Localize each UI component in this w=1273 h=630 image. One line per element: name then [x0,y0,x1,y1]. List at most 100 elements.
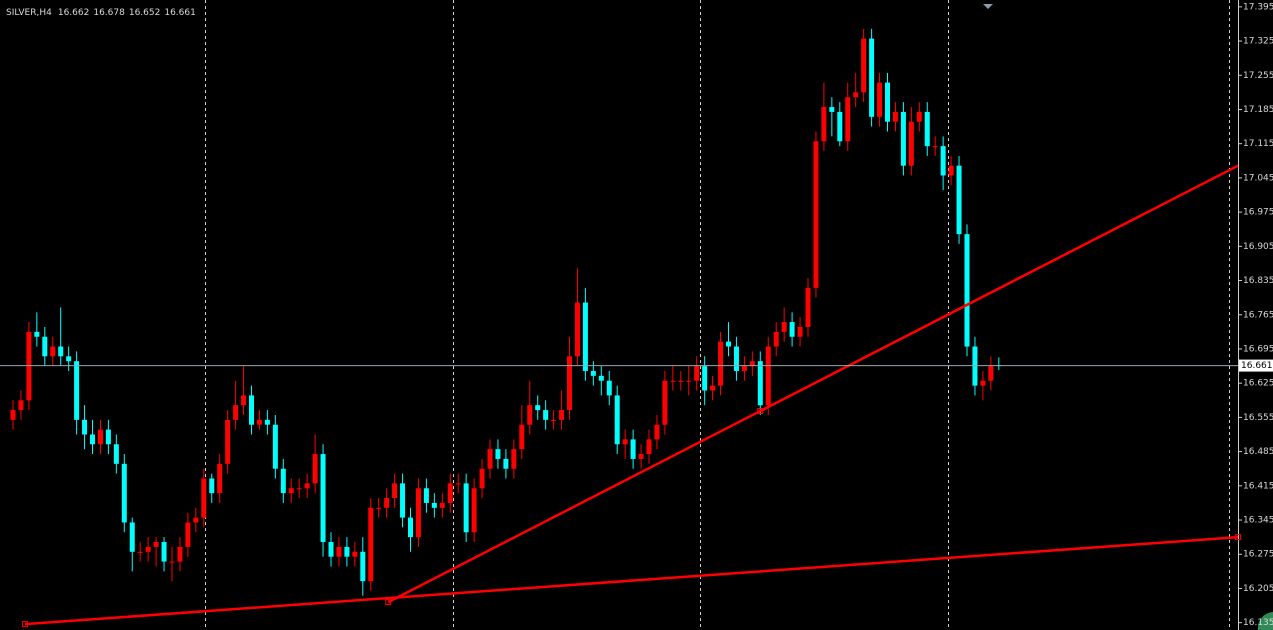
symbol: SILVER,H4 [6,8,52,18]
candle-body [686,380,692,382]
y-tick-label: 17.045 [1243,173,1273,183]
candle-body [376,507,382,509]
candle-body [988,366,994,381]
candle-body [932,146,938,148]
candle-body [249,395,254,425]
y-tick-label: 17.395 [1243,2,1273,12]
candle-body [431,502,437,508]
candle-body [924,111,930,147]
candle-body [678,380,684,382]
candle-body [312,454,318,484]
candle-body [153,542,159,547]
candle-body [145,546,151,552]
candle-body [487,449,493,469]
y-tick-label: 17.115 [1243,139,1273,149]
trendline [24,535,1239,626]
candle-body [113,444,119,464]
candle-body [336,546,342,557]
candle-body [877,82,883,117]
candle-body [948,165,954,176]
candle-body [885,82,890,122]
candle-body [121,463,127,523]
period-separators [205,0,1230,630]
candle-body [551,419,557,421]
candle-body [328,542,334,557]
candle-body [264,419,270,425]
candle-body [161,542,167,562]
candle-body [590,370,596,376]
y-tick-label: 16.345 [1243,516,1273,526]
candle-body [606,380,612,396]
candle-body [861,38,867,93]
candle-body [415,488,421,538]
candle-body [567,356,572,411]
candle-body [97,429,103,445]
trendline [387,164,1239,604]
y-tick-label: 17.325 [1243,37,1273,47]
candle-body [527,405,533,425]
candle-body [741,366,747,371]
y-tick-label: 16.905 [1243,242,1273,252]
candle-body [702,366,708,391]
candle-body [813,141,819,288]
candle-body [654,424,660,440]
candle-body [447,483,453,503]
candle-body [559,410,565,420]
candle-body [74,361,80,420]
candle-body [869,38,875,117]
candle-body [916,111,922,122]
y-tick-label: 16.415 [1243,481,1273,491]
candle-body [288,488,294,494]
y-tick-label: 17.255 [1243,71,1273,81]
candle-body [964,234,970,347]
candle-body [845,97,851,142]
y-tick-label: 17.185 [1243,105,1273,115]
candle-body [463,483,469,533]
y-tick-label: 16.555 [1243,413,1273,423]
last-high: 16.678 [93,8,125,18]
candle-body [455,483,461,485]
candle-body [543,410,549,420]
y-tick-label: 16.205 [1243,584,1273,594]
y-tick-label: 16.485 [1243,447,1273,457]
candle-body [384,498,390,508]
candle-body [956,165,962,235]
candle-body [34,331,40,337]
candle-body [368,507,374,582]
candle-body [272,424,278,469]
bid-label: 16.661 [1241,361,1273,371]
candle-body [193,517,199,523]
candle-body [908,121,914,166]
candle-body [940,146,946,176]
corner-icon [1257,612,1273,630]
candle-body [423,488,429,503]
candle-body [765,346,771,406]
candle-body [185,522,191,547]
candle-body [392,483,398,499]
candle-body [400,483,406,518]
candle-body [519,424,525,450]
chart-symbol: SILVER,H4 16.662 16.678 16.652 16.661 [6,8,196,18]
candle-body [233,405,239,420]
candle-body [344,546,350,557]
last-close: 16.661 [164,8,196,18]
candle-body [733,346,739,371]
candle-body [837,111,843,142]
candle-body [137,551,143,553]
candle-body [638,454,644,459]
y-tick-label: 16.135 [1243,618,1273,628]
candle-body [495,449,501,459]
y-tick-label: 16.695 [1243,344,1273,354]
candle-body [66,356,72,362]
candle-body [757,361,763,406]
candle-body [320,454,326,543]
candle-body [718,341,724,386]
trendline-anchor [385,599,392,606]
candle-body [241,395,247,406]
candle-body [797,326,803,337]
candle-body [471,488,477,533]
trendline-anchor [1235,534,1242,541]
candle-body [169,561,175,563]
candle-body [574,302,580,357]
